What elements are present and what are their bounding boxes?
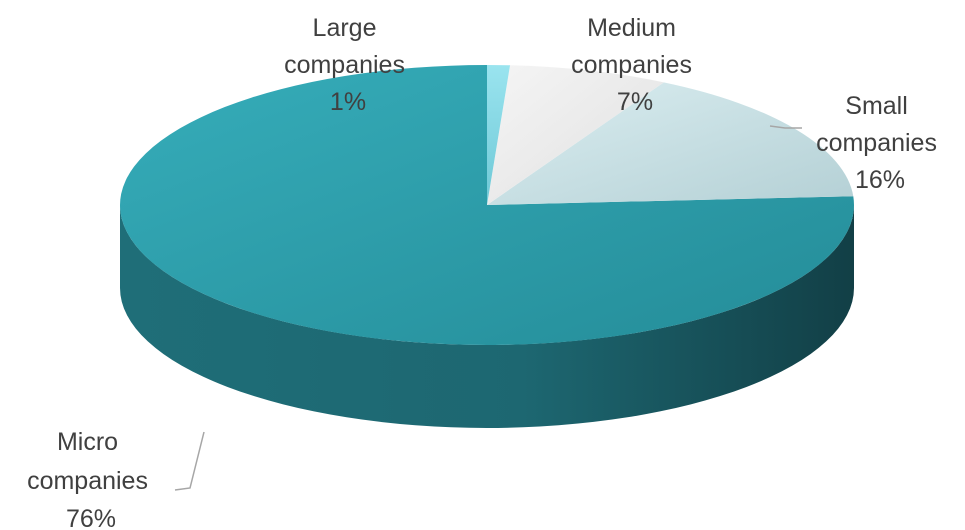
data-label-small-companies: Small companies 16% [816, 92, 944, 194]
pie-slice-small-companies [487, 82, 854, 205]
label-small-percent: 16% [855, 166, 905, 194]
label-medium-percent: 7% [617, 88, 653, 116]
label-large-line1: Large [313, 14, 377, 42]
label-small-line2: companies [816, 129, 937, 157]
label-micro-line1: Micro [57, 428, 118, 456]
pie-top-faces [120, 65, 855, 345]
data-label-large-companies: Large companies 1% [284, 14, 412, 116]
label-micro-percent: 76% [66, 505, 116, 530]
leader-line-micro-companies [174, 431, 205, 491]
label-small-line1: Small [845, 92, 908, 120]
pie-slice-medium-companies [487, 65, 664, 205]
data-label-micro-companies: Micro companies 76% [27, 428, 155, 530]
label-medium-line1: Medium [587, 14, 676, 42]
pie-slice-micro-companies [120, 65, 855, 345]
pie-side-band [120, 205, 854, 428]
data-label-medium-companies: Medium companies 7% [571, 14, 699, 116]
label-large-percent: 1% [330, 88, 366, 116]
label-micro-line2: companies [27, 467, 148, 495]
label-medium-line2: companies [571, 51, 692, 79]
label-large-line2: companies [284, 51, 405, 79]
leader-line-small-companies [769, 125, 802, 129]
pie-slice-large-companies [487, 65, 511, 205]
